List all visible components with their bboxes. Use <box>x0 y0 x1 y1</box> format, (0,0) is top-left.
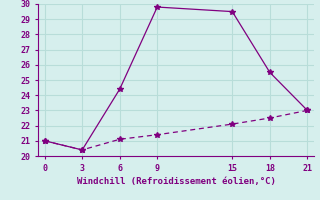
X-axis label: Windchill (Refroidissement éolien,°C): Windchill (Refroidissement éolien,°C) <box>76 177 276 186</box>
